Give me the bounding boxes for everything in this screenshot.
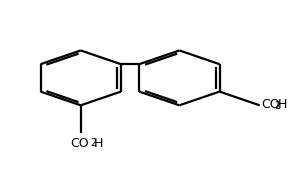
Text: 2: 2 <box>274 101 280 111</box>
Text: CO: CO <box>70 137 89 150</box>
Text: H: H <box>94 137 103 150</box>
Text: 2: 2 <box>90 138 97 148</box>
Text: H: H <box>277 98 287 111</box>
Text: CO: CO <box>261 98 280 111</box>
